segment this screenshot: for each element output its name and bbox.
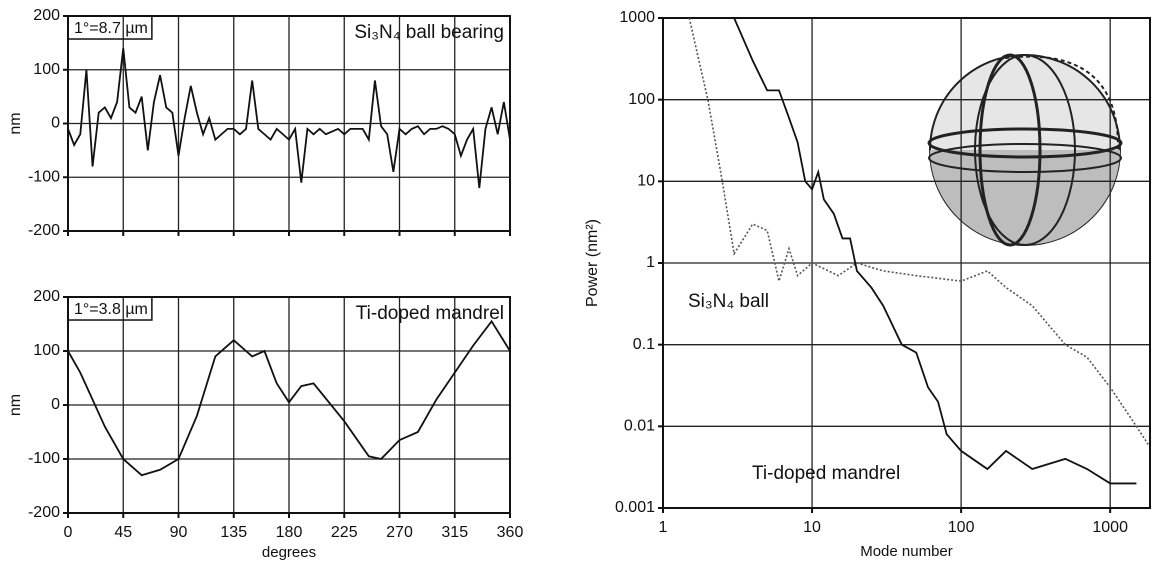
x-tick-label: 315 bbox=[441, 524, 468, 541]
x-tick-label: 45 bbox=[114, 524, 132, 541]
x-tick-label: 180 bbox=[276, 524, 303, 541]
series-line bbox=[733, 18, 1137, 485]
x-tick-label: 1 bbox=[659, 519, 668, 536]
y-tick-label: 0.01 bbox=[624, 418, 655, 435]
y-tick-label: 0 bbox=[51, 115, 60, 132]
y-tick-label: 1 bbox=[646, 254, 655, 271]
y-tick-label: 0.1 bbox=[633, 336, 655, 353]
annotation-box bbox=[67, 296, 153, 321]
series-line bbox=[68, 48, 510, 189]
plot-frame bbox=[662, 17, 1151, 509]
annotation: 1°=8.7 µm bbox=[74, 20, 148, 37]
x-tick-label: 270 bbox=[386, 524, 413, 541]
x-tick-label: 0 bbox=[64, 524, 73, 541]
y-axis-label: Power (nm²) bbox=[584, 219, 601, 307]
y-axis-label: nm bbox=[7, 394, 24, 416]
y-tick-label: 200 bbox=[33, 7, 60, 24]
plot-frame bbox=[67, 296, 511, 514]
y-tick-label: -200 bbox=[28, 504, 60, 521]
plot-frame bbox=[67, 15, 511, 232]
y-tick-label: 100 bbox=[628, 91, 655, 108]
y-tick-label: 100 bbox=[33, 342, 60, 359]
x-tick-label: 1000 bbox=[1092, 519, 1128, 536]
x-tick-label: 10 bbox=[803, 519, 821, 536]
y-tick-label: -100 bbox=[28, 450, 60, 467]
series-label: Si₃N₄ ball bbox=[688, 291, 769, 312]
annotation-box bbox=[67, 15, 153, 40]
y-tick-label: 0 bbox=[51, 396, 60, 413]
sphere-illustration bbox=[927, 53, 1123, 247]
annotation: Si₃N₄ ball bearing bbox=[354, 22, 504, 43]
x-tick-label: 225 bbox=[331, 524, 358, 541]
y-tick-label: -100 bbox=[28, 168, 60, 185]
x-axis-label: Mode number bbox=[860, 543, 953, 560]
x-tick-label: 360 bbox=[497, 524, 524, 541]
x-axis-label: degrees bbox=[262, 544, 316, 561]
y-tick-label: 1000 bbox=[619, 9, 655, 26]
y-tick-label: 200 bbox=[33, 288, 60, 305]
annotation: 1°=3.8 µm bbox=[74, 301, 148, 318]
y-tick-label: 100 bbox=[33, 61, 60, 78]
x-tick-label: 100 bbox=[948, 519, 975, 536]
series-line bbox=[68, 319, 510, 477]
series-line bbox=[688, 18, 1149, 445]
y-tick-label: 10 bbox=[637, 173, 655, 190]
annotation: Ti-doped mandrel bbox=[356, 303, 504, 324]
y-tick-label: 0.001 bbox=[615, 499, 655, 516]
x-tick-label: 90 bbox=[170, 524, 188, 541]
y-axis-label: nm bbox=[7, 112, 24, 134]
series-label: Ti-doped mandrel bbox=[752, 463, 900, 484]
y-tick-label: -200 bbox=[28, 222, 60, 239]
x-tick-label: 135 bbox=[220, 524, 247, 541]
